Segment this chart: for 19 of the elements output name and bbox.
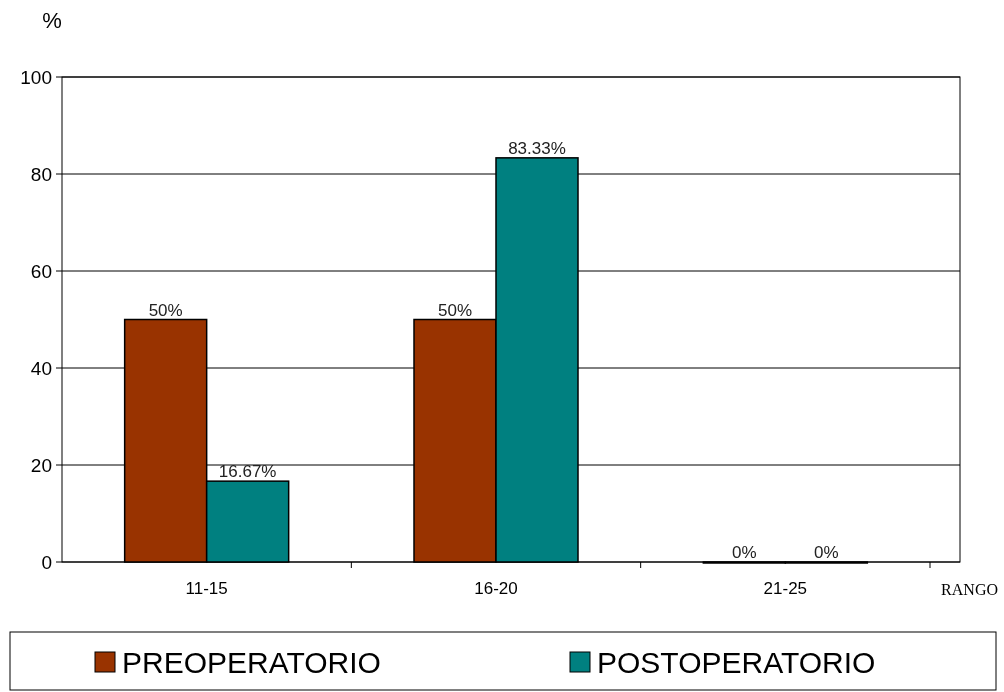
y-axis-title: % [42,8,62,33]
x-axis-title: RANGO [941,581,998,598]
data-label: 50% [437,300,473,320]
y-tick-label: 100 [20,66,52,88]
x-tick-label: 11-15 [185,579,228,598]
y-tick-label: 80 [30,163,52,185]
legend-label: POSTOPERATORIO [597,645,876,679]
legend-label: PREOPERATORIO [122,645,381,679]
data-label: 0% [814,543,839,562]
x-tick-label: 16-20 [474,579,518,598]
data-label: 0% [732,543,757,562]
x-tick-label: 21-25 [763,579,808,598]
data-label: 83.33% [508,138,566,158]
y-tick-label: 60 [30,260,52,282]
data-label: 50% [148,300,183,320]
y-tick-label: 40 [30,357,52,379]
y-tick-label: 0 [41,551,52,573]
y-tick-label: 20 [30,454,52,476]
data-label: 16.67% [218,462,277,482]
